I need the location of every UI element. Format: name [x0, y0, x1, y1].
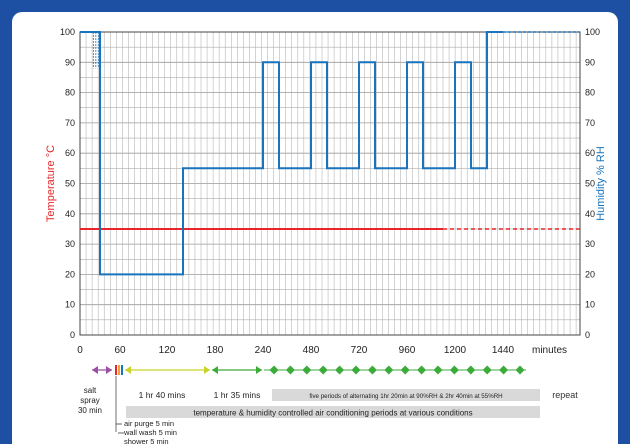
phase-arrow-2-head-right [256, 366, 262, 374]
y-tick-left: 80 [65, 88, 75, 98]
sub-step-label: wall wash 5 min [123, 428, 177, 437]
step-marker-red [115, 365, 117, 375]
x-tick-label: 180 [207, 345, 224, 356]
phase-label-3: five periods of alternating 1hr 20min at… [309, 393, 502, 400]
salt-spray-arrow-head-left [92, 366, 98, 374]
y-tick-right: 90 [585, 57, 595, 67]
x-tick-label: 1440 [492, 345, 515, 356]
y-tick-left: 70 [65, 118, 75, 128]
y-tick-left: 50 [65, 179, 75, 189]
conditioning-label: temperature & humidity controlled air co… [193, 409, 472, 418]
y-tick-right: 100 [585, 27, 600, 37]
phase-arrow-2-head-left [212, 366, 218, 374]
phase-arrow-1-head-right [204, 366, 210, 374]
y-tick-right: 10 [585, 300, 595, 310]
phase-arrow-1-head-left [125, 366, 131, 374]
phase-label-3-bg [272, 389, 540, 401]
x-tick-label: 0 [77, 345, 83, 356]
y-tick-left: 0 [70, 330, 75, 340]
x-tick-label: 240 [255, 345, 272, 356]
y-tick-left: 40 [65, 209, 75, 219]
x-tick-label: 120 [159, 345, 176, 356]
y-tick-left: 20 [65, 269, 75, 279]
y-tick-left: 10 [65, 300, 75, 310]
sub-step-bracket [115, 376, 124, 434]
y-tick-left: 90 [65, 57, 75, 67]
y-tick-left: 100 [60, 27, 75, 37]
humidity-line [80, 31, 503, 276]
conditioning-label-bg [126, 406, 540, 418]
x-tick-label: 960 [399, 345, 416, 356]
plot-frame [79, 31, 581, 336]
x-tick-label: 1200 [444, 345, 467, 356]
x-unit-label: minutes [532, 345, 567, 356]
chart-card: 0 0 10 10 20 20 30 30 40 40 50 50 60 60 70 70 80 80 90 90 10… [12, 12, 618, 444]
y-axis-label-right: Humidity % RH [595, 146, 607, 221]
x-tick-label: 480 [303, 345, 320, 356]
y-tick-right: 30 [585, 239, 595, 249]
x-tick-label: 720 [351, 345, 368, 356]
salt-spray-label: 30 min [78, 406, 102, 415]
x-tick-label: 60 [114, 345, 126, 356]
phase-label-repeat: repeat [552, 390, 578, 400]
phase-label-2: 1 hr 35 mins [214, 390, 261, 400]
y-tick-right: 60 [585, 148, 595, 158]
y-tick-left: 60 [65, 148, 75, 158]
y-tick-right: 40 [585, 209, 595, 219]
salt-spray-arrow-head-right [106, 366, 112, 374]
y-tick-right: 20 [585, 269, 595, 279]
y-tick-left: 30 [65, 239, 75, 249]
step-marker-orange [118, 365, 120, 375]
salt-spray-label: salt [84, 386, 97, 395]
y-tick-right: 80 [585, 88, 595, 98]
y-tick-right: 70 [585, 118, 595, 128]
y-axis-label-left: Temperature °C [45, 145, 57, 222]
step-marker-blue [121, 365, 123, 375]
phase-label-1: 1 hr 40 mins [139, 390, 186, 400]
sub-step-label: shower 5 min [124, 437, 169, 444]
sub-step-label: air purge 5 min [124, 419, 174, 428]
y-tick-right: 50 [585, 179, 595, 189]
y-tick-right: 0 [585, 330, 590, 340]
salt-spray-label: spray [80, 396, 100, 405]
